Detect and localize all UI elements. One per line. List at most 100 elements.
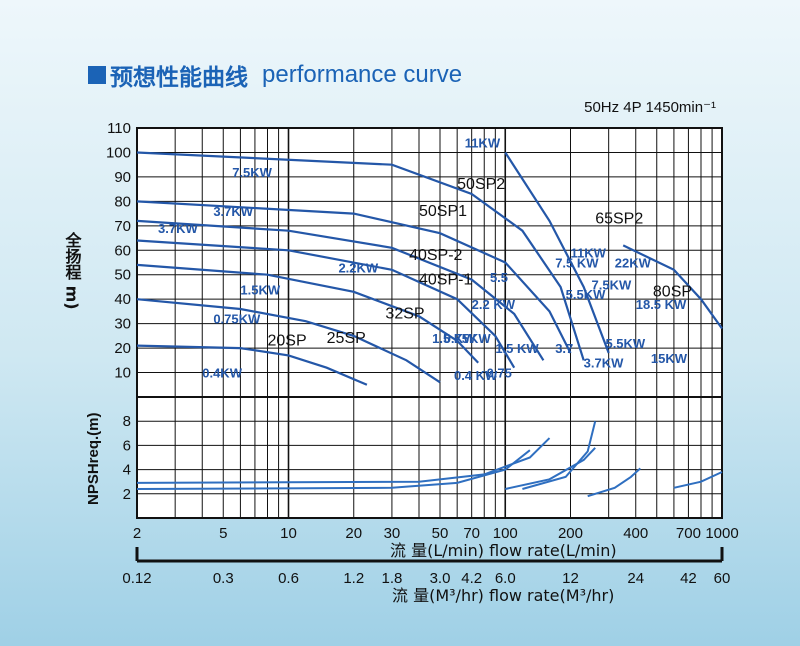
y-tick-label: 90 — [114, 169, 131, 186]
model-label-20sp: 20SP — [267, 333, 306, 350]
x-tick-label-lmin: 30 — [384, 525, 401, 542]
x-axis-title-lmin: 流 量(L/min) flow rate(L/min) — [390, 541, 617, 560]
head-curve-65sp2 — [504, 151, 610, 354]
power-label: 5.5KW — [605, 336, 645, 351]
y-tick-label: 40 — [114, 291, 131, 308]
y-tick-label: 60 — [114, 242, 131, 259]
head-curve-32sp — [136, 263, 479, 364]
power-label: 3.7KW — [584, 356, 624, 371]
x-tick-label-lmin: 50 — [432, 525, 449, 542]
power-label: 0.4 KW — [454, 368, 498, 383]
head-curve-40sp-1 — [136, 239, 516, 369]
x-tick-label-lmin: 700 — [676, 525, 701, 542]
x-tick-label-m3hr: 4.2 — [461, 570, 482, 587]
model-label-25sp: 25SP — [327, 330, 366, 347]
npsh-curve-4 — [587, 467, 641, 498]
power-label: 3.7KW — [213, 204, 253, 219]
npsh-curves — [136, 420, 723, 498]
power-label: 0.75KW — [444, 331, 492, 346]
power-label: 22KW — [615, 255, 652, 270]
model-label-32sp: 32SP — [385, 306, 424, 323]
title-chinese: 预想性能曲线 — [110, 65, 248, 91]
y-tick-label: 20 — [114, 340, 131, 357]
chart-header: 预想性能曲线 performance curve — [88, 58, 463, 91]
power-labels: 20SP 25SP 32SP 40SP-1 40SP-2 50SP1 50SP2 65SP2 8… — [158, 136, 692, 383]
x-tick-label-lmin: 100 — [493, 525, 518, 542]
title-square-icon — [88, 66, 106, 84]
x-tick-label-lmin: 2 — [133, 525, 141, 542]
npsh-tick-label: 6 — [123, 437, 131, 454]
npsh-tick-label: 4 — [123, 462, 131, 479]
x-tick-label-m3hr: 1.2 — [343, 570, 364, 587]
head-curve-20sp — [136, 344, 368, 386]
npsh-curve-65sp2 — [522, 420, 597, 490]
npsh-curve-80sp — [673, 471, 723, 489]
y-tick-label: 110 — [107, 120, 131, 137]
power-label: 18.5 KW — [636, 297, 687, 312]
model-label-50sp1: 50SP1 — [419, 203, 467, 220]
model-label-50sp2: 50SP2 — [457, 176, 505, 193]
plot-border — [136, 127, 723, 519]
power-label: 0.75 — [487, 365, 512, 380]
chart-frame — [136, 127, 723, 519]
power-label: 0.75KW — [213, 312, 261, 327]
x-tick-label-m3hr: 0.6 — [278, 570, 299, 587]
model-label-65sp2: 65SP2 — [595, 210, 643, 227]
power-label: 0.4KW — [202, 365, 242, 380]
y-tick-label: 30 — [114, 316, 131, 333]
power-label: 7.5KW — [592, 277, 632, 292]
y-tick-label: 100 — [106, 144, 131, 161]
head-curve-50sp2 — [136, 151, 585, 361]
power-label: 3.7 — [555, 341, 573, 356]
motor-spec: 50Hz 4P 1450min⁻¹ — [584, 99, 716, 116]
title-english: performance curve — [262, 61, 463, 88]
power-label: 3.7KW — [158, 221, 198, 236]
head-curve-25sp — [136, 298, 441, 384]
npsh-curve-50sp2 — [505, 447, 596, 490]
x-tick-label-m3hr: 0.12 — [122, 570, 151, 587]
x-tick-label-lmin: 1000 — [705, 525, 738, 542]
head-curves — [136, 151, 723, 386]
power-label: 1.5 KW — [495, 341, 539, 356]
x-tick-label-m3hr: 0.3 — [213, 570, 234, 587]
x-tick-label-m3hr: 1.8 — [381, 570, 402, 587]
npsh-axis-title: NPSHreq.(m) — [85, 412, 102, 505]
y-tick-label: 80 — [114, 193, 131, 210]
x-tick-label-m3hr: 24 — [627, 570, 644, 587]
power-label: 2.2KW — [338, 260, 378, 275]
y-tick-label: 70 — [114, 218, 131, 235]
head-axis-title: 全扬程 m) — [63, 231, 83, 309]
power-label: 7.5 KW — [555, 255, 599, 270]
x-tick-label-m3hr: 60 — [714, 570, 731, 587]
x-axis-title-m3hr: 流 量(M³/hr) flow rate(M³/hr) — [392, 586, 614, 605]
y-tick-label: 50 — [114, 267, 131, 284]
x-tick-label-lmin: 20 — [345, 525, 362, 542]
x-tick-label-lmin: 70 — [463, 525, 480, 542]
x-tick-label-m3hr: 42 — [680, 570, 697, 587]
x-tick-label-m3hr: 3.0 — [430, 570, 451, 587]
model-label-40sp-2: 40SP-2 — [409, 247, 462, 264]
model-label-40sp-1: 40SP-1 — [419, 272, 472, 289]
power-label: 5.5KW — [566, 287, 606, 302]
npsh-tick-label: 2 — [123, 486, 131, 503]
power-label: 2.2 KW — [472, 297, 516, 312]
x-tick-label-m3hr: 6.0 — [495, 570, 516, 587]
head-curve-80sp — [622, 244, 723, 330]
npsh-tick-label: 8 — [123, 413, 131, 430]
power-label: 1.5 KW — [432, 331, 476, 346]
head-curve-50sp1 — [136, 200, 572, 354]
power-label: 5.5 — [490, 270, 508, 285]
x-tick-label-lmin: 400 — [623, 525, 648, 542]
head-curve-40sp-2 — [136, 219, 545, 361]
npsh-curve-40sp-2 — [136, 437, 551, 484]
power-label: 15KW — [651, 351, 688, 366]
x-tick-label-lmin: 10 — [280, 525, 297, 542]
power-label: 11KW — [465, 136, 501, 151]
y-tick-label: 10 — [114, 365, 131, 382]
x-tick-label-lmin: 200 — [558, 525, 583, 542]
power-label: 11KW — [570, 246, 606, 261]
power-label: 7.5KW — [232, 165, 272, 180]
power-label: 1.5KW — [240, 282, 280, 297]
